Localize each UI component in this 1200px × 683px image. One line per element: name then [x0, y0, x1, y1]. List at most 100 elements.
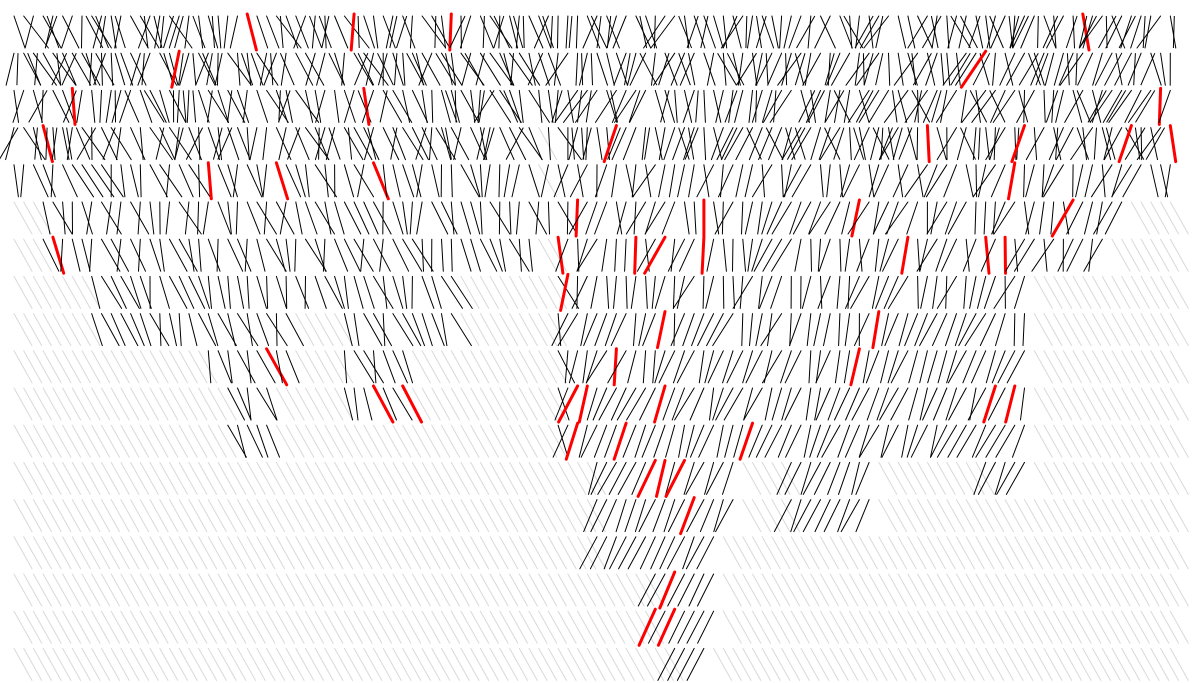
active-stroke [911, 53, 917, 86]
active-stroke [1084, 164, 1093, 198]
active-stroke [695, 90, 699, 123]
active-stroke [528, 238, 533, 272]
faded-stroke [926, 573, 946, 607]
active-stroke [557, 127, 582, 161]
active-stroke [139, 164, 142, 198]
faded-stroke [110, 461, 130, 495]
active-stroke [477, 89, 481, 123]
active-stroke [843, 164, 860, 198]
faded-stroke [421, 647, 441, 681]
faded-stroke [305, 350, 324, 384]
active-stroke [295, 52, 314, 86]
active-stroke [904, 313, 919, 347]
active-stroke [1091, 164, 1113, 198]
active-stroke [328, 127, 341, 160]
active-stroke [321, 15, 330, 49]
active-stroke [855, 499, 870, 533]
faded-stroke [373, 610, 392, 644]
faded-stroke [52, 313, 72, 347]
active-stroke [989, 127, 1000, 160]
active-stroke [564, 350, 569, 384]
active-stroke [450, 238, 453, 272]
active-stroke [256, 89, 269, 123]
active-stroke [305, 89, 314, 123]
faded-stroke [450, 461, 470, 495]
active-stroke [654, 89, 666, 123]
faded-stroke [1150, 201, 1170, 235]
faded-stroke [256, 647, 276, 681]
active-stroke [174, 15, 184, 49]
active-stroke [1150, 164, 1159, 198]
active-stroke [925, 52, 938, 86]
active-stroke [34, 127, 38, 160]
faded-stroke [120, 610, 140, 644]
faded-stroke [159, 647, 179, 681]
faded-stroke [1082, 424, 1102, 458]
faded-stroke [411, 499, 431, 533]
faded-stroke [81, 461, 101, 495]
active-stroke [449, 15, 466, 49]
faded-stroke [1053, 573, 1073, 607]
faded-stroke [256, 499, 276, 533]
active-stroke [610, 387, 627, 421]
faded-stroke [1111, 387, 1131, 421]
active-stroke [815, 387, 831, 421]
active-stroke [696, 536, 715, 570]
active-stroke [590, 275, 598, 309]
faded-stroke [81, 536, 101, 570]
active-stroke [61, 15, 73, 49]
active-stroke [256, 201, 277, 235]
active-stroke [791, 164, 812, 198]
active-stroke [571, 275, 588, 309]
active-stroke [278, 90, 281, 123]
active-stroke [51, 52, 68, 86]
active-stroke [41, 89, 44, 123]
faded-stroke [450, 610, 470, 644]
faded-stroke [1043, 424, 1063, 458]
active-stroke [930, 424, 948, 458]
active-stroke [411, 164, 422, 198]
active-stroke [50, 164, 54, 198]
active-stroke [617, 461, 637, 495]
faded-stroke [285, 610, 305, 644]
active-stroke [421, 275, 435, 309]
faded-stroke [596, 647, 616, 681]
faded-stroke [285, 536, 305, 570]
active-stroke [882, 238, 899, 272]
active-stroke [688, 53, 696, 86]
active-stroke [1065, 15, 1078, 49]
active-stroke [1037, 15, 1039, 49]
active-stroke [613, 52, 627, 86]
faded-stroke [382, 461, 402, 495]
active-stroke [941, 238, 957, 272]
active-stroke [1031, 238, 1055, 272]
active-stroke [343, 89, 356, 123]
active-stroke [363, 275, 375, 309]
faded-stroke [1092, 387, 1111, 421]
faded-stroke [1092, 499, 1111, 533]
active-stroke [315, 89, 326, 123]
active-stroke [575, 15, 579, 49]
faded-stroke [217, 499, 237, 533]
active-stroke [716, 424, 724, 458]
highlight-stroke [274, 161, 290, 201]
active-stroke [789, 201, 802, 235]
active-stroke [1077, 52, 1093, 86]
active-stroke [138, 238, 141, 272]
active-stroke [197, 201, 200, 235]
faded-stroke [878, 499, 898, 533]
faded-stroke [52, 647, 72, 681]
active-stroke [217, 127, 222, 161]
faded-stroke [1062, 313, 1082, 347]
active-stroke [703, 89, 706, 123]
active-stroke [1018, 52, 1039, 86]
faded-stroke [334, 424, 354, 458]
active-stroke [664, 89, 675, 123]
faded-stroke [130, 387, 150, 421]
active-stroke [713, 89, 722, 123]
active-stroke [256, 15, 269, 49]
active-stroke [256, 275, 267, 309]
faded-stroke [1004, 573, 1024, 607]
faded-stroke [178, 350, 198, 384]
active-stroke [582, 127, 592, 160]
